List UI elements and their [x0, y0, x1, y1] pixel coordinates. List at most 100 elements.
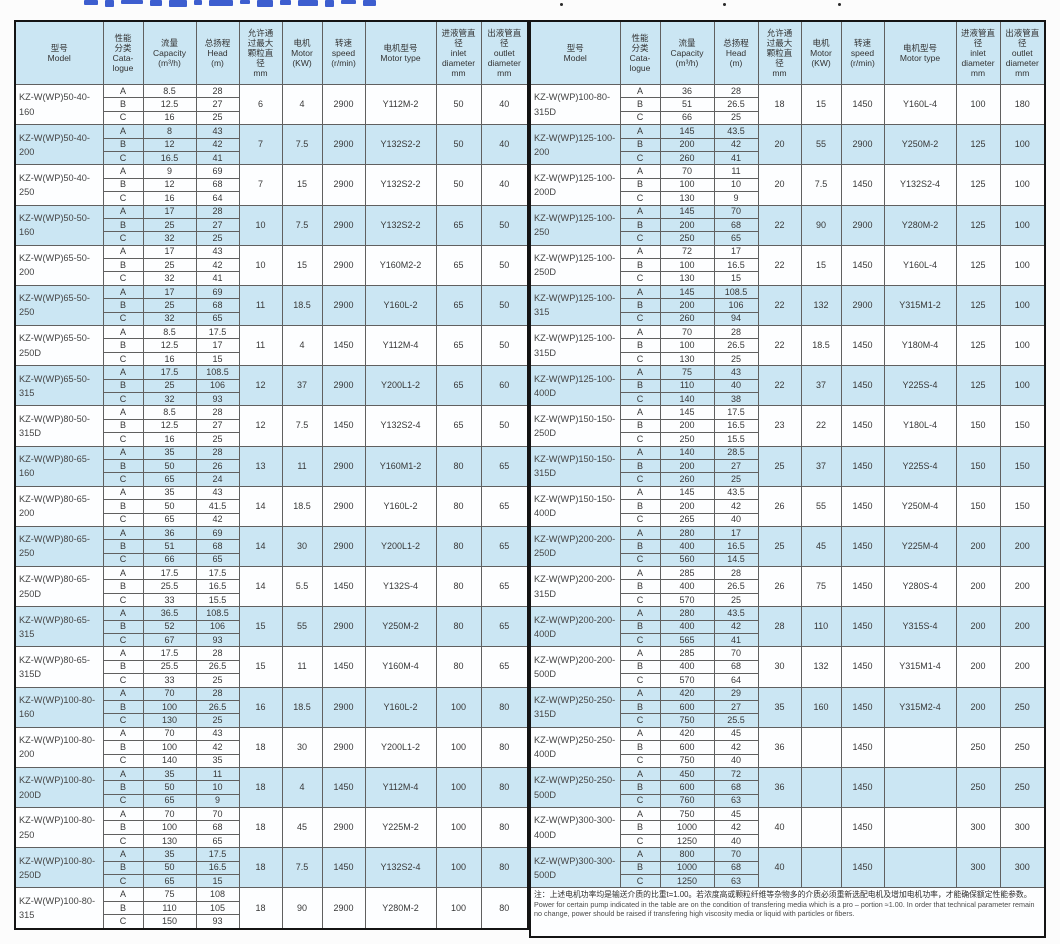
- particle-cell: 15: [238, 606, 283, 648]
- particle-cell: 22: [757, 284, 802, 327]
- head-cell: 40: [713, 378, 759, 393]
- head-cell: 41: [195, 271, 240, 286]
- capacity-cell: 25: [142, 378, 197, 393]
- head-cell: 43: [713, 365, 759, 380]
- motor-kw-cell: 160: [800, 686, 842, 728]
- title-speck: [723, 3, 726, 6]
- head-cell: 11: [195, 766, 240, 782]
- catalogue-cell: A: [102, 807, 144, 822]
- capacity-cell: 50: [142, 499, 197, 514]
- motor-kw-cell: 110: [800, 606, 842, 648]
- capacity-cell: 280: [659, 525, 715, 541]
- head-cell: 41.5: [195, 499, 240, 514]
- capacity-cell: 100: [659, 338, 715, 353]
- catalogue-cell: B: [102, 539, 144, 554]
- capacity-cell: 65: [142, 472, 197, 487]
- capacity-cell: 65: [142, 793, 197, 809]
- head-cell: 29: [713, 686, 759, 701]
- catalogue-cell: B: [102, 499, 144, 514]
- catalogue-cell: A: [619, 325, 661, 340]
- spec-row: C 140 35: [15, 753, 528, 768]
- speed-cell: 1450: [840, 244, 885, 286]
- catalogue-cell: C: [102, 512, 144, 527]
- inlet-cell: 125: [955, 325, 1001, 367]
- motor-kw-cell: 18.5: [800, 325, 842, 367]
- spec-row: KZ-W(WP)200-200-500D A 285 70 30 132 1450 Y315M…: [529, 646, 1046, 688]
- spec-row: KZ-W(WP)125-100-200D A 70 11 20 7.5 1450 Y132S2…: [529, 164, 1046, 206]
- inlet-cell: 65: [435, 405, 482, 447]
- capacity-cell: 12: [142, 177, 197, 193]
- capacity-cell: 400: [659, 619, 715, 635]
- head-cell: 26.5: [713, 97, 759, 112]
- spec-row: KZ-W(WP)200-200-315D A 285 28 26 75 1450 Y280S-…: [529, 566, 1046, 608]
- capacity-cell: 100: [142, 699, 197, 715]
- capacity-cell: 280: [659, 606, 715, 621]
- speed-cell: 2900: [840, 284, 885, 327]
- particle-cell: 16: [238, 686, 283, 728]
- catalogue-cell: B: [619, 97, 661, 112]
- outlet-cell: 300: [999, 807, 1046, 849]
- catalogue-cell: B: [619, 177, 661, 193]
- speed-cell: 1450: [840, 405, 885, 447]
- model-cell: KZ-W(WP)150-150-315D: [529, 445, 621, 487]
- spec-row: KZ-W(WP)125-100-315D A 70 28 22 18.5 1450 Y180M…: [529, 325, 1046, 367]
- speed-cell: 1450: [840, 686, 885, 728]
- spec-row: KZ-W(WP)100-80-200D A 35 11 18 4 1450 Y112M-4 10…: [14, 766, 529, 809]
- spec-row: B 12.5 17: [15, 338, 528, 353]
- speed-cell: 1450: [321, 566, 366, 608]
- model-cell: KZ-W(WP)50-50-160: [14, 204, 104, 246]
- head-cell: 28: [195, 83, 240, 99]
- catalogue-cell: A: [102, 525, 144, 541]
- footnote-en: Power for certain pump indicated in the …: [534, 900, 1035, 918]
- col-header-inlet: 进液管直径 inlet diameter mm: [435, 20, 482, 85]
- spec-row: B 110 105: [15, 900, 528, 916]
- catalogue-cell: A: [102, 887, 144, 902]
- outlet-cell: 50: [480, 405, 529, 447]
- head-cell: 70: [713, 847, 759, 862]
- spec-row: KZ-W(WP)100-80-200 A 70 43 18 30 2900 Y200L1-2 1…: [14, 726, 529, 768]
- motor-kw-cell: 18.5: [281, 686, 323, 728]
- outlet-cell: 50: [480, 244, 529, 286]
- capacity-cell: 800: [659, 847, 715, 862]
- spec-row: KZ-W(WP)100-80-250 A 70 70 18 45 2900 Y225M-2 10…: [14, 807, 529, 849]
- motor-kw-cell: 30: [281, 726, 323, 768]
- head-cell: 108.5: [713, 284, 759, 300]
- head-cell: 25: [713, 351, 759, 367]
- motor-type-cell: Y112M-4: [364, 325, 437, 367]
- outlet-cell: 40: [480, 124, 529, 166]
- capacity-cell: 260: [659, 311, 715, 327]
- catalogue-cell: B: [102, 458, 144, 474]
- head-cell: 15.5: [195, 592, 240, 608]
- outlet-cell: 65: [480, 485, 529, 527]
- capacity-cell: 1000: [659, 860, 715, 876]
- spec-row: KZ-W(WP)100-80-315D A 36 28 18 15 1450 Y160L-4 1…: [529, 83, 1046, 126]
- head-cell: 11: [713, 164, 759, 179]
- speed-cell: 2900: [321, 204, 366, 246]
- capacity-cell: 145: [659, 284, 715, 300]
- capacity-cell: 50: [142, 458, 197, 474]
- catalogue-cell: B: [619, 258, 661, 273]
- particle-cell: 14: [238, 525, 283, 568]
- capacity-cell: 32: [142, 271, 197, 286]
- catalogue-cell: B: [619, 458, 661, 474]
- catalogue-cell: C: [102, 874, 144, 889]
- speed-cell: 1450: [840, 525, 885, 568]
- catalogue-cell: C: [102, 311, 144, 327]
- spec-row: KZ-W(WP)80-65-250 A 36 69 14 30 2900 Y200L1-2 80…: [14, 525, 529, 568]
- model-cell: KZ-W(WP)100-80-250D: [14, 847, 104, 889]
- motor-kw-cell: 90: [800, 204, 842, 246]
- head-cell: 26.5: [195, 699, 240, 715]
- speed-cell: 2900: [321, 365, 366, 407]
- head-cell: 28: [195, 204, 240, 219]
- catalogue-cell: C: [102, 351, 144, 367]
- model-cell: KZ-W(WP)80-65-200: [14, 485, 104, 527]
- catalogue-cell: C: [619, 432, 661, 447]
- catalogue-cell: C: [619, 874, 661, 889]
- col-header-motor: 电机 Motor (KW): [800, 20, 842, 85]
- motor-kw-cell: 18.5: [281, 284, 323, 327]
- motor-type-cell: [883, 766, 957, 809]
- motor-type-cell: Y132S2-4: [364, 847, 437, 889]
- spec-row: KZ-W(WP)125-100-200 A 145 43.5 20 55 2900 Y250M…: [529, 124, 1046, 166]
- head-cell: 25: [195, 432, 240, 447]
- capacity-cell: 200: [659, 499, 715, 514]
